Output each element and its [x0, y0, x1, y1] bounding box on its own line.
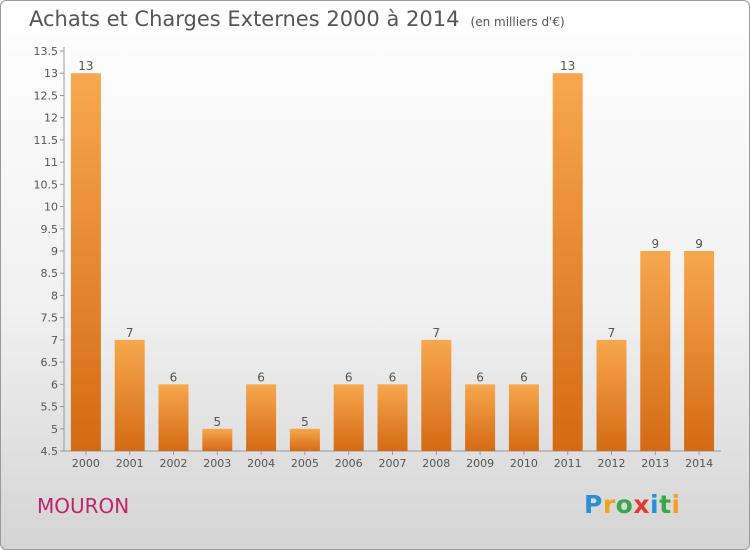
y-tick-label: 12	[44, 112, 58, 125]
bar	[465, 384, 496, 451]
y-tick-label: 10.5	[34, 178, 59, 191]
y-tick-label: 7	[51, 334, 58, 347]
data-label: 6	[257, 370, 265, 384]
x-tick-label: 2012	[598, 457, 626, 470]
data-label: 9	[695, 237, 703, 251]
y-tick-label: 9	[51, 245, 58, 258]
x-tick-label: 2008	[422, 457, 450, 470]
x-tick-label: 2001	[116, 457, 144, 470]
bar	[552, 73, 583, 451]
y-tick-label: 8	[51, 289, 58, 302]
bar	[377, 384, 408, 451]
bar	[70, 73, 101, 451]
data-label: 13	[78, 59, 93, 73]
y-tick-label: 10	[44, 201, 58, 214]
logo-letter: o	[615, 490, 634, 519]
y-tick-label: 8.5	[41, 267, 59, 280]
data-label: 9	[651, 237, 659, 251]
data-label: 6	[389, 370, 397, 384]
chart-unit: (en milliers d'€)	[470, 15, 565, 29]
y-tick-label: 4.5	[41, 445, 59, 458]
logo-letter: i	[671, 490, 681, 519]
data-label: 6	[345, 370, 353, 384]
x-tick-label: 2009	[466, 457, 494, 470]
bar	[202, 428, 233, 451]
bar	[684, 251, 715, 451]
x-tick-label: 2002	[160, 457, 188, 470]
logo-letter: t	[659, 490, 672, 519]
logo-letter: i	[650, 490, 660, 519]
y-tick-label: 7.5	[41, 312, 59, 325]
logo-letter: r	[602, 490, 616, 519]
bar	[508, 384, 539, 451]
data-label: 6	[476, 370, 484, 384]
data-label: 7	[608, 326, 616, 340]
y-tick-label: 5.5	[41, 401, 59, 414]
data-label: 6	[520, 370, 528, 384]
y-tick-label: 13.5	[34, 45, 59, 58]
data-label: 5	[213, 415, 221, 429]
bar	[114, 339, 145, 451]
bar	[289, 428, 320, 451]
y-tick-label: 6	[51, 378, 58, 391]
x-tick-label: 2003	[203, 457, 231, 470]
commune-name: MOURON	[37, 494, 130, 518]
bar	[640, 251, 671, 451]
data-label: 13	[560, 59, 575, 73]
chart-title: Achats et Charges Externes 2000 à 2014	[29, 7, 460, 31]
x-tick-label: 2005	[291, 457, 319, 470]
x-tick-label: 2013	[641, 457, 669, 470]
bar	[596, 339, 627, 451]
y-tick-label: 13	[44, 67, 58, 80]
x-tick-label: 2007	[379, 457, 407, 470]
y-tick-label: 11.5	[34, 134, 59, 147]
x-tick-label: 2014	[685, 457, 713, 470]
bar	[333, 384, 364, 451]
x-tick-label: 2004	[247, 457, 275, 470]
data-label: 7	[432, 326, 440, 340]
chart-title-block: Achats et Charges Externes 2000 à 2014 (…	[29, 7, 565, 31]
x-tick-label: 2010	[510, 457, 538, 470]
data-label: 7	[126, 326, 134, 340]
x-tick-label: 2000	[72, 457, 100, 470]
bar	[421, 339, 452, 451]
proxiti-logo: Proxiti	[584, 490, 681, 519]
logo-letter: x	[633, 490, 650, 519]
y-tick-label: 12.5	[34, 89, 59, 102]
data-label: 6	[170, 370, 178, 384]
y-tick-label: 11	[44, 156, 58, 169]
x-tick-label: 2006	[335, 457, 363, 470]
logo-letter: P	[584, 490, 603, 519]
y-tick-label: 5	[51, 423, 58, 436]
bar	[158, 384, 189, 451]
y-tick-label: 6.5	[41, 356, 59, 369]
y-tick-label: 9.5	[41, 223, 59, 236]
bar	[246, 384, 277, 451]
data-label: 5	[301, 415, 309, 429]
x-tick-label: 2011	[554, 457, 582, 470]
